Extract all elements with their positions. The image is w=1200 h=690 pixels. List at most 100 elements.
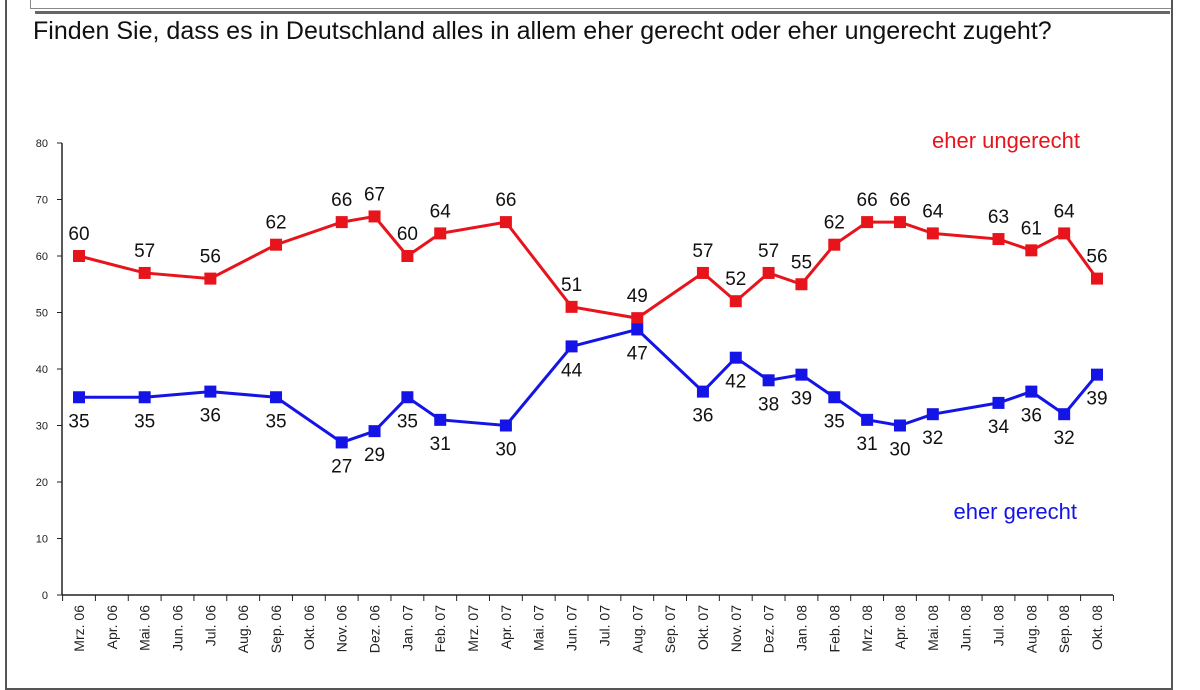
x-tick-label: Jun. 08 bbox=[958, 605, 974, 651]
line-chart: 0 10 20 30 40 50 60 70 80 Mrz. 06 Apr. 06 Mai. 06 Ju… bbox=[36, 128, 1114, 653]
data-point bbox=[696, 266, 709, 279]
y-tick-label: 50 bbox=[36, 308, 48, 320]
x-tick-label: Aug. 08 bbox=[1023, 605, 1039, 653]
data-point bbox=[631, 312, 644, 325]
x-tick-label: Feb. 07 bbox=[432, 605, 448, 653]
data-point bbox=[204, 272, 217, 285]
x-tick-label: Jan. 08 bbox=[793, 605, 809, 651]
data-label: 39 bbox=[791, 389, 812, 410]
x-tick-label: Feb. 08 bbox=[826, 605, 842, 653]
series-line-0 bbox=[78, 214, 1099, 320]
data-label: 66 bbox=[331, 190, 352, 211]
x-tick-label: Aug. 07 bbox=[629, 605, 645, 653]
x-tick-label: Mai. 08 bbox=[925, 605, 941, 651]
data-label: 62 bbox=[824, 213, 845, 234]
data-label: 30 bbox=[495, 440, 516, 461]
y-tick-label: 20 bbox=[36, 477, 48, 489]
x-tick-label: Dez. 07 bbox=[761, 605, 777, 653]
data-point bbox=[499, 419, 512, 432]
data-label: 30 bbox=[889, 440, 910, 461]
data-label: 31 bbox=[430, 434, 451, 455]
data-label: 60 bbox=[68, 224, 89, 245]
data-label: 64 bbox=[922, 201, 944, 222]
data-label: 35 bbox=[134, 411, 155, 432]
x-tick-label: Nov. 06 bbox=[334, 605, 350, 652]
data-point bbox=[270, 391, 283, 404]
data-point bbox=[696, 385, 709, 398]
data-label: 42 bbox=[725, 372, 746, 393]
data-label: 62 bbox=[265, 213, 286, 234]
x-tick-label: Dez. 06 bbox=[367, 605, 383, 653]
series-label-gerecht: eher gerecht bbox=[953, 499, 1077, 524]
data-point bbox=[1058, 408, 1071, 421]
y-tick-label: 0 bbox=[42, 590, 48, 602]
y-tick-label: 80 bbox=[36, 138, 48, 150]
x-tick-label: Jun. 07 bbox=[564, 605, 580, 651]
data-point bbox=[861, 216, 874, 229]
data-point bbox=[828, 391, 841, 404]
x-tick-label: Okt. 06 bbox=[301, 605, 317, 650]
data-label: 51 bbox=[561, 275, 582, 296]
data-label: 61 bbox=[1021, 218, 1042, 239]
data-point bbox=[1025, 385, 1038, 398]
data-point bbox=[434, 227, 447, 240]
data-label: 35 bbox=[68, 411, 89, 432]
data-point bbox=[729, 351, 742, 364]
data-label: 35 bbox=[397, 411, 418, 432]
x-tick-label: Okt. 08 bbox=[1089, 605, 1105, 650]
y-tick-label: 40 bbox=[36, 364, 48, 376]
x-tick-label: Mrz. 06 bbox=[71, 605, 87, 652]
data-point bbox=[73, 250, 85, 262]
data-point bbox=[138, 266, 151, 279]
data-label: 35 bbox=[265, 411, 286, 432]
data-point bbox=[565, 300, 578, 313]
y-tick-label: 30 bbox=[36, 421, 48, 433]
data-point bbox=[368, 210, 381, 223]
data-point bbox=[1091, 272, 1103, 285]
x-tick-label: Nov. 07 bbox=[728, 605, 744, 652]
data-point bbox=[992, 233, 1005, 246]
data-label: 63 bbox=[988, 207, 1009, 228]
data-label: 57 bbox=[692, 241, 713, 262]
x-tick-label: Apr. 08 bbox=[892, 605, 908, 650]
data-point bbox=[893, 419, 906, 432]
data-label: 64 bbox=[430, 201, 452, 222]
data-label: 36 bbox=[1021, 406, 1042, 427]
data-point bbox=[368, 425, 381, 438]
data-point bbox=[631, 323, 644, 336]
x-tick-label: Mrz. 08 bbox=[859, 605, 875, 652]
data-label: 64 bbox=[1054, 201, 1076, 222]
data-point bbox=[138, 391, 151, 404]
x-tick-label: Sep. 08 bbox=[1056, 605, 1072, 653]
data-point bbox=[1091, 368, 1103, 381]
x-tick-label: Mai. 06 bbox=[137, 605, 153, 651]
data-label: 56 bbox=[200, 247, 221, 268]
data-label: 47 bbox=[627, 343, 648, 364]
data-label: 57 bbox=[134, 241, 155, 262]
chart-title: Finden Sie, dass es in Deutschland alles… bbox=[33, 17, 1052, 45]
y-tick-label: 60 bbox=[36, 251, 48, 263]
data-label: 36 bbox=[692, 406, 713, 427]
data-point bbox=[270, 238, 283, 251]
x-tick-label: Jan. 07 bbox=[399, 605, 415, 651]
x-tick-label: Okt. 07 bbox=[695, 605, 711, 650]
data-point bbox=[762, 266, 775, 279]
x-tick-label: Apr. 06 bbox=[104, 605, 120, 650]
data-label: 52 bbox=[725, 269, 746, 290]
data-label: 66 bbox=[889, 190, 910, 211]
data-label: 57 bbox=[758, 241, 779, 262]
data-point bbox=[992, 396, 1005, 409]
x-tick-label: Apr. 07 bbox=[498, 605, 514, 650]
x-tick-label: Sep. 07 bbox=[662, 605, 678, 653]
data-point bbox=[73, 391, 85, 404]
x-tick-label: Sep. 06 bbox=[268, 605, 284, 653]
data-point bbox=[565, 340, 578, 353]
y-tick-label: 70 bbox=[36, 195, 48, 207]
data-label: 49 bbox=[627, 286, 648, 307]
data-point bbox=[401, 250, 414, 262]
x-tick-label: Jul. 07 bbox=[596, 605, 612, 646]
data-point bbox=[926, 408, 939, 421]
data-label: 27 bbox=[331, 456, 352, 477]
data-point bbox=[926, 227, 939, 240]
data-label: 32 bbox=[1054, 428, 1075, 449]
